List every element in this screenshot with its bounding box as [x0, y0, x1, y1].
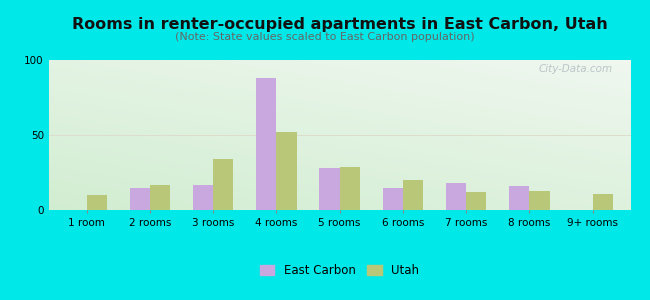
Bar — [383, 188, 403, 210]
Bar — [466, 192, 486, 210]
Bar — [529, 190, 549, 210]
Bar — [446, 183, 466, 210]
Text: City-Data.com: City-Data.com — [539, 64, 613, 74]
Text: (Note: State values scaled to East Carbon population): (Note: State values scaled to East Carbo… — [176, 32, 474, 41]
Bar — [130, 188, 150, 210]
Title: Rooms in renter-occupied apartments in East Carbon, Utah: Rooms in renter-occupied apartments in E… — [72, 17, 608, 32]
Bar — [150, 184, 170, 210]
Bar — [276, 132, 296, 210]
Bar — [213, 159, 233, 210]
Bar — [193, 184, 213, 210]
Bar — [593, 194, 613, 210]
Bar — [403, 180, 423, 210]
Bar — [256, 78, 276, 210]
Legend: East Carbon, Utah: East Carbon, Utah — [255, 260, 424, 282]
Bar — [319, 168, 339, 210]
Bar — [509, 186, 529, 210]
Bar — [86, 195, 107, 210]
Bar — [339, 167, 360, 210]
